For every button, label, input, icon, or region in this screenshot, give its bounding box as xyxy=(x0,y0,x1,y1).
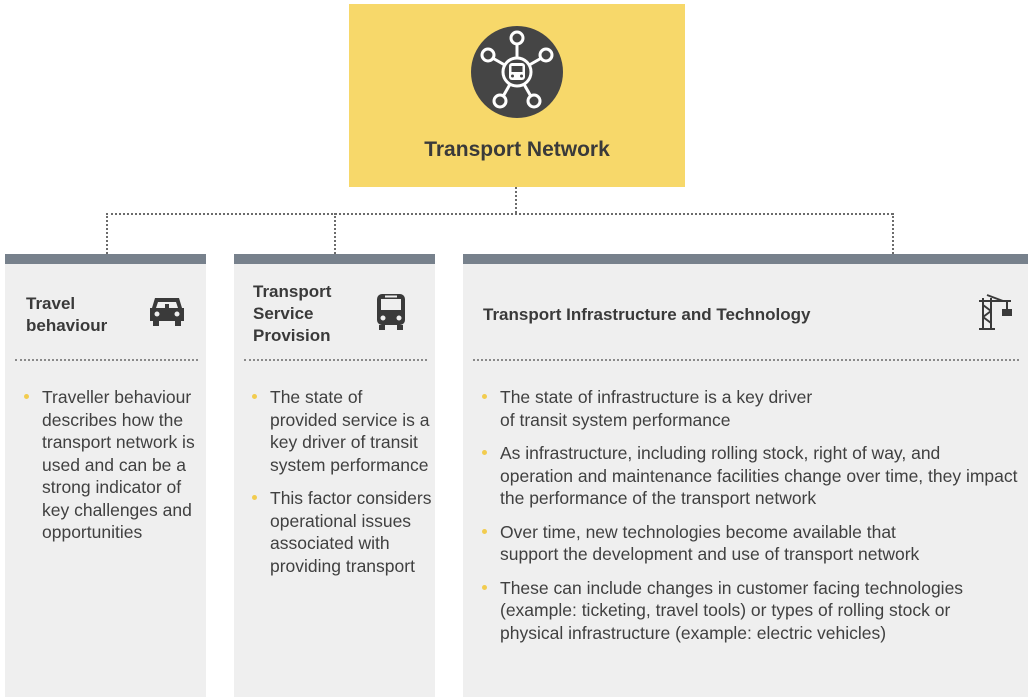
card-header-bar xyxy=(234,254,435,264)
car-icon xyxy=(150,298,184,326)
card-transport-service-provision: Transport Service Provision The state of… xyxy=(234,254,435,697)
bullet-list: Traveller behaviour describes how the tr… xyxy=(20,386,202,544)
bullet-list: The state of infrastructure is a key dri… xyxy=(478,386,1018,644)
card-title: Transport Infrastructure and Technology xyxy=(483,305,811,324)
card-divider xyxy=(473,359,1019,361)
card-transport-infrastructure-technology: Transport Infrastructure and Technology … xyxy=(463,254,1028,697)
connector-card-1 xyxy=(106,213,108,254)
transport-network-box: Transport Network xyxy=(349,4,685,187)
connector-horizontal xyxy=(106,213,893,215)
card-divider xyxy=(244,359,427,361)
connector-card-2 xyxy=(334,213,336,254)
bullet-item: These can include changes in customer fa… xyxy=(478,577,1018,645)
connector-card-3 xyxy=(892,213,894,254)
bus-icon xyxy=(377,294,405,330)
bullet-item: This factor considers operational issues… xyxy=(248,487,432,577)
card-header-bar xyxy=(5,254,206,264)
card-title: Travel behaviour xyxy=(26,294,108,335)
network-bus-icon xyxy=(471,26,563,118)
card-divider xyxy=(15,359,198,361)
bullet-item: As infrastructure, including rolling sto… xyxy=(478,442,1018,510)
bullet-list: The state of provided service is a key d… xyxy=(248,386,432,577)
bullet-item: Over time, new technologies become avail… xyxy=(478,521,1018,566)
connector-trunk xyxy=(515,187,517,213)
card-travel-behaviour: Travel behaviour Traveller behaviour des… xyxy=(5,254,206,697)
card-header-bar xyxy=(463,254,1028,264)
top-title: Transport Network xyxy=(424,138,610,161)
card-title: Transport Service Provision xyxy=(253,282,332,345)
bullet-item: The state of infrastructure is a key dri… xyxy=(478,386,1018,431)
bullet-item: The state of provided service is a key d… xyxy=(248,386,432,476)
bullet-item: Traveller behaviour describes how the tr… xyxy=(20,386,202,544)
crane-icon xyxy=(979,294,1012,330)
